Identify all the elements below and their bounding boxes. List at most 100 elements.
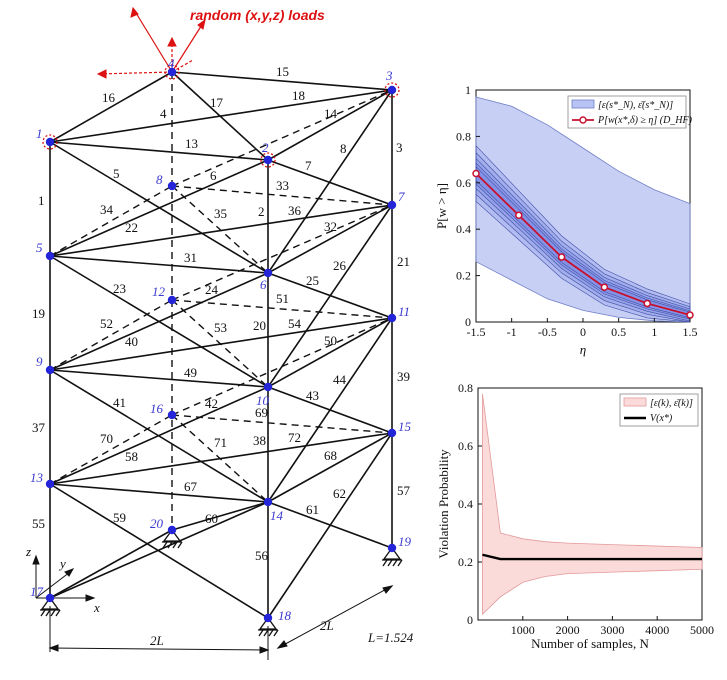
member-label-71: 71 bbox=[214, 435, 227, 450]
node-9 bbox=[45, 365, 55, 375]
member-label-23: 23 bbox=[113, 281, 126, 296]
member-label-19: 19 bbox=[32, 306, 45, 321]
member-label-42: 42 bbox=[205, 396, 218, 411]
member-label-18: 18 bbox=[292, 88, 305, 103]
member-label-52: 52 bbox=[100, 316, 113, 331]
node-label-8: 8 bbox=[156, 172, 163, 187]
xtick-label: 3000 bbox=[600, 623, 624, 637]
member-label-38: 38 bbox=[253, 433, 266, 448]
xtick-label: 5000 bbox=[690, 623, 714, 637]
support-hatch-18 bbox=[268, 629, 274, 637]
node-label-9: 9 bbox=[36, 354, 43, 369]
support-hatch-18 bbox=[258, 629, 264, 637]
member-label-51: 51 bbox=[276, 291, 289, 306]
truss-diagram: random (x,y,z) loads bbox=[25, 6, 414, 660]
member-label-2: 2 bbox=[258, 204, 265, 219]
support-17 bbox=[40, 596, 60, 610]
xtick-label: 1.5 bbox=[683, 325, 698, 339]
legend-marker bbox=[579, 116, 587, 124]
member-label-68: 68 bbox=[324, 448, 337, 463]
member-label-22: 22 bbox=[125, 220, 138, 235]
support-hatch-19 bbox=[382, 559, 388, 567]
member-label-53: 53 bbox=[214, 320, 227, 335]
dimension-lines bbox=[32, 554, 394, 660]
load-arrows bbox=[96, 6, 206, 79]
node-20 bbox=[167, 525, 177, 535]
member-label-25: 25 bbox=[306, 273, 319, 288]
member-label-24: 24 bbox=[205, 282, 219, 297]
load-ring-2 bbox=[260, 152, 276, 168]
ytick-label: 1 bbox=[465, 83, 471, 97]
node-1 bbox=[45, 137, 55, 147]
member-label-4: 4 bbox=[160, 106, 167, 121]
support-hatch-20 bbox=[177, 541, 183, 549]
supports bbox=[40, 528, 403, 637]
xtick-label: 1000 bbox=[511, 623, 535, 637]
loads-title: random (x,y,z) loads bbox=[190, 7, 325, 23]
node-label-20: 20 bbox=[150, 516, 164, 531]
node-label-12: 12 bbox=[152, 284, 166, 299]
support-hatch-17 bbox=[55, 609, 61, 617]
support-hatch-19 bbox=[387, 559, 393, 567]
axis-y: y bbox=[58, 556, 66, 571]
member-label-32: 32 bbox=[324, 219, 337, 234]
axis-x: x bbox=[93, 600, 100, 615]
member-label-15: 15 bbox=[276, 64, 289, 79]
member-label-54: 54 bbox=[288, 316, 302, 331]
node-label-6: 6 bbox=[260, 277, 267, 292]
series-point-5 bbox=[686, 311, 694, 319]
member-label-16: 16 bbox=[102, 90, 116, 105]
member-label-36: 36 bbox=[288, 203, 302, 218]
y-axis-label: P[w > η] bbox=[434, 183, 449, 229]
xtick-label: -0.5 bbox=[538, 325, 557, 339]
node-14 bbox=[263, 497, 273, 507]
node-label-14: 14 bbox=[270, 508, 284, 523]
node-label-15: 15 bbox=[398, 419, 412, 434]
violation-chart: 1000 2000 3000 4000 5000 0 0.2 0.4 0.6 0.8 Number … bbox=[436, 381, 714, 651]
member-label-59: 59 bbox=[113, 510, 126, 525]
member-label-20: 20 bbox=[253, 318, 266, 333]
node-11 bbox=[387, 313, 397, 323]
load-ring-1 bbox=[42, 134, 58, 150]
x-axis-label: Number of samples, N bbox=[531, 636, 649, 651]
ytick-label: 0.2 bbox=[458, 555, 473, 569]
member-label-55: 55 bbox=[32, 516, 45, 531]
ytick-label: 0.2 bbox=[456, 269, 471, 283]
member-label-49: 49 bbox=[184, 365, 197, 380]
member-label-34: 34 bbox=[100, 202, 114, 217]
node-13 bbox=[45, 479, 55, 489]
node-label-3: 3 bbox=[385, 68, 393, 83]
node-label-19: 19 bbox=[398, 534, 412, 549]
ytick-label: 0.4 bbox=[456, 222, 471, 236]
series-point-3 bbox=[600, 283, 609, 291]
node-4 bbox=[167, 67, 177, 77]
node-label-4: 4 bbox=[168, 56, 175, 71]
node-label-2: 2 bbox=[262, 140, 269, 155]
member-label-39: 39 bbox=[397, 369, 410, 384]
dim-L: L=1.524 bbox=[367, 630, 414, 645]
node-label-1: 1 bbox=[36, 126, 43, 141]
series-point-4 bbox=[643, 299, 651, 308]
legend-entry-band: [ε(s*_N), ε̄(s*_N)] bbox=[598, 100, 673, 111]
node-2 bbox=[263, 155, 273, 165]
support-19 bbox=[382, 546, 402, 560]
member-label-35: 35 bbox=[214, 206, 227, 221]
y-axis-label: Violation Probability bbox=[436, 449, 451, 559]
node-label-5: 5 bbox=[36, 240, 43, 255]
support-hatch-19 bbox=[392, 559, 398, 567]
legend-entry-line: P[w(x*,δ) ≥ η] (D_HF) bbox=[597, 115, 693, 126]
member-label-3: 3 bbox=[396, 140, 403, 155]
dim-depth: 2L bbox=[320, 618, 334, 633]
series-line bbox=[475, 172, 691, 316]
member-label-8: 8 bbox=[340, 141, 347, 156]
member-label-21: 21 bbox=[397, 254, 410, 269]
support-hatch-19 bbox=[397, 559, 403, 567]
exceedance-chart: -1.5 -1 -0.5 0 0.5 1 1.5 0 0.2 0.4 0.6 0.8 1 η P[w > η… bbox=[434, 83, 698, 357]
node-7 bbox=[387, 200, 397, 210]
node-label-18: 18 bbox=[278, 608, 292, 623]
xtick-label: 4000 bbox=[645, 623, 669, 637]
x-axis-label: η bbox=[580, 342, 586, 357]
member-label-26: 26 bbox=[333, 258, 347, 273]
